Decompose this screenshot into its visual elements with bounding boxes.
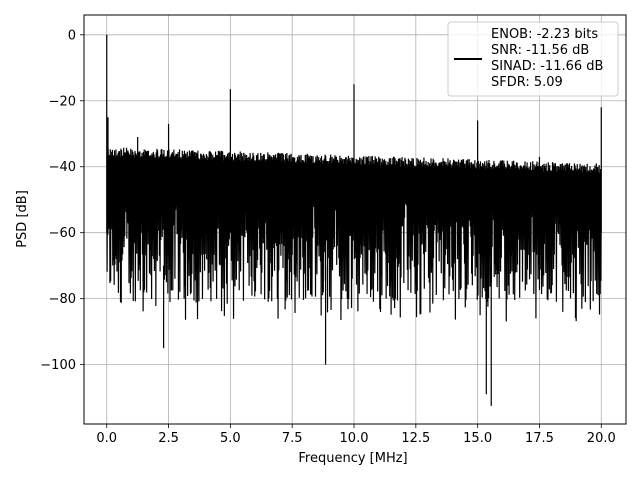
psd-line — [106, 34, 602, 406]
x-tick-label: 17.5 — [525, 431, 554, 446]
x-axis-label: Frequency [MHz] — [298, 451, 407, 466]
x-tick-label: 2.5 — [158, 431, 179, 446]
x-tick-label: 12.5 — [401, 431, 430, 446]
x-tick-label: 7.5 — [282, 431, 303, 446]
legend-line-sfdr: SFDR: 5.09 — [491, 75, 563, 90]
y-axis-label: PSD [dB] — [15, 190, 30, 248]
x-tick-label: 0.0 — [96, 431, 117, 446]
plot-area-frame — [83, 14, 627, 425]
legend-line-snr: SNR: -11.56 dB — [491, 43, 589, 58]
psd-series — [106, 34, 602, 406]
legend: ENOB: -2.23 bits SNR: -11.56 dB SINAD: -… — [447, 21, 619, 97]
x-tick-label: 15.0 — [463, 431, 492, 446]
x-axis-ticks: 0.0 2.5 5.0 7.5 10.0 12.5 15.0 17.5 20.0 — [96, 424, 616, 446]
y-tick-label: −100 — [40, 358, 76, 373]
legend-line-enob: ENOB: -2.23 bits — [491, 27, 598, 42]
legend-box — [447, 21, 619, 97]
x-tick-label: 10.0 — [340, 431, 369, 446]
legend-line-sinad: SINAD: -11.66 dB — [491, 59, 603, 74]
y-tick-label: −40 — [49, 160, 76, 175]
x-tick-label: 5.0 — [220, 431, 241, 446]
y-tick-label: 0 — [68, 28, 76, 43]
y-tick-label: −80 — [49, 292, 76, 307]
y-tick-label: −20 — [49, 94, 76, 109]
x-tick-label: 20.0 — [587, 431, 616, 446]
y-tick-label: −60 — [49, 226, 76, 241]
y-axis-ticks: 0 −20 −40 −60 −80 −100 — [40, 28, 84, 373]
